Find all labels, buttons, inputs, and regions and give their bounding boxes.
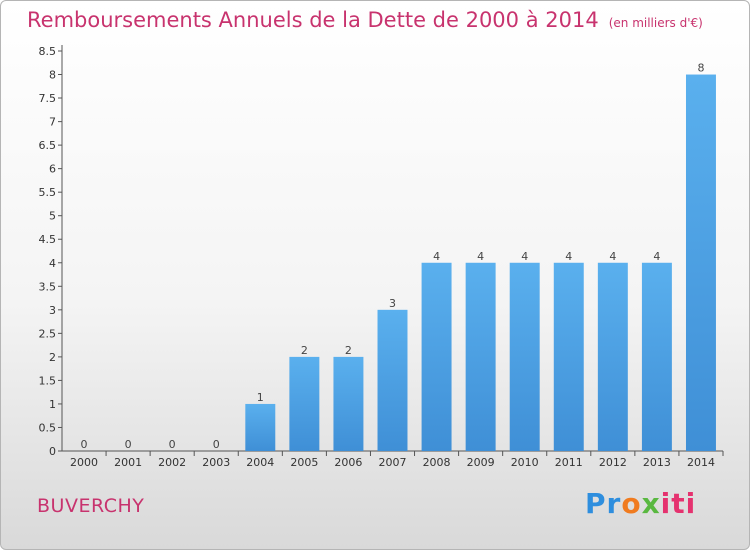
y-tick-label: 8.5 <box>39 45 57 58</box>
data-label-2006: 2 <box>345 344 352 357</box>
data-label-2004: 1 <box>257 391 264 404</box>
y-axis: 0 0.5 1 1.5 2 2.5 3 3.5 4 4.5 5 5.5 6 6.5 7 7.5 8 8.5 <box>39 45 63 458</box>
y-tick-label: 4.5 <box>39 233 57 246</box>
logo-part-1: Pr <box>585 487 622 520</box>
data-label-2014: 8 <box>697 62 704 75</box>
x-tick-label: 2003 <box>202 456 230 469</box>
y-tick-label: 8 <box>49 69 56 82</box>
y-tick-label: 5 <box>49 210 56 223</box>
x-tick-label: 2008 <box>423 456 451 469</box>
y-tick-label: 0.5 <box>39 421 57 434</box>
x-tick-label: 2009 <box>467 456 495 469</box>
data-label-2003: 0 <box>213 438 220 451</box>
y-tick-label: 6 <box>49 163 56 176</box>
x-tick-label: 2011 <box>555 456 583 469</box>
x-tick-label: 2014 <box>687 456 715 469</box>
data-label-2012: 4 <box>609 250 616 263</box>
y-tick-label: 4 <box>49 257 56 270</box>
logo-part-4: iti <box>660 487 697 520</box>
bar-2005 <box>289 356 320 451</box>
logo-part-2: o <box>621 487 642 520</box>
x-tick-label: 2005 <box>290 456 318 469</box>
bar-2014 <box>685 74 716 451</box>
data-label-2013: 4 <box>653 250 660 263</box>
x-tick-label: 2004 <box>246 456 274 469</box>
y-tick-label: 0 <box>49 445 56 458</box>
data-label-2011: 4 <box>565 250 572 263</box>
x-tick-label: 2013 <box>643 456 671 469</box>
data-label-2000: 0 <box>81 438 88 451</box>
x-tick-label: 2002 <box>158 456 186 469</box>
bar-2004 <box>245 403 276 451</box>
bar-2010 <box>509 262 540 451</box>
bar-2007 <box>377 309 408 451</box>
bar-2012 <box>597 262 628 451</box>
x-tick-label: 2012 <box>599 456 627 469</box>
commune-name: BUVERCHY <box>37 495 145 517</box>
y-tick-label: 3 <box>49 304 56 317</box>
y-tick-label: 5.5 <box>39 186 57 199</box>
data-label-2002: 0 <box>169 438 176 451</box>
bar-2006 <box>333 356 364 451</box>
y-tick-label: 2.5 <box>39 327 57 340</box>
data-label-2007: 3 <box>389 297 396 310</box>
data-label-2001: 0 <box>125 438 132 451</box>
data-label-2009: 4 <box>477 250 484 263</box>
bars: 0 0 0 0 1 2 2 3 4 4 4 4 4 4 8 <box>81 62 716 451</box>
y-tick-label: 1 <box>49 398 56 411</box>
x-tick-label: 2006 <box>334 456 362 469</box>
unit-note: (en milliers d'€) <box>608 16 703 30</box>
bar-2009 <box>465 262 496 451</box>
y-tick-label: 2 <box>49 351 56 364</box>
data-label-2010: 4 <box>521 250 528 263</box>
x-tick-label: 2001 <box>114 456 142 469</box>
y-tick-label: 3.5 <box>39 280 57 293</box>
bar-2008 <box>421 262 452 451</box>
x-axis: 2000 2001 2002 2003 2004 2005 2006 2007 2008 2009… <box>62 450 724 469</box>
y-tick-label: 1.5 <box>39 374 57 387</box>
chart-title: Remboursements Annuels de la Dette de 20… <box>27 8 703 32</box>
y-tick-label: 6.5 <box>39 139 57 152</box>
chart-title-text: Remboursements Annuels de la Dette de 20… <box>27 8 599 32</box>
bar-2013 <box>641 262 672 451</box>
y-tick-label: 7 <box>49 116 56 129</box>
x-tick-label: 2007 <box>379 456 407 469</box>
proxiti-logo: Proxiti <box>585 487 696 520</box>
x-tick-label: 2000 <box>70 456 98 469</box>
logo-part-3: x <box>641 487 661 520</box>
y-tick-label: 7.5 <box>39 92 57 105</box>
data-label-2008: 4 <box>433 250 440 263</box>
data-label-2005: 2 <box>301 344 308 357</box>
x-tick-label: 2010 <box>511 456 539 469</box>
bar-2011 <box>553 262 584 451</box>
